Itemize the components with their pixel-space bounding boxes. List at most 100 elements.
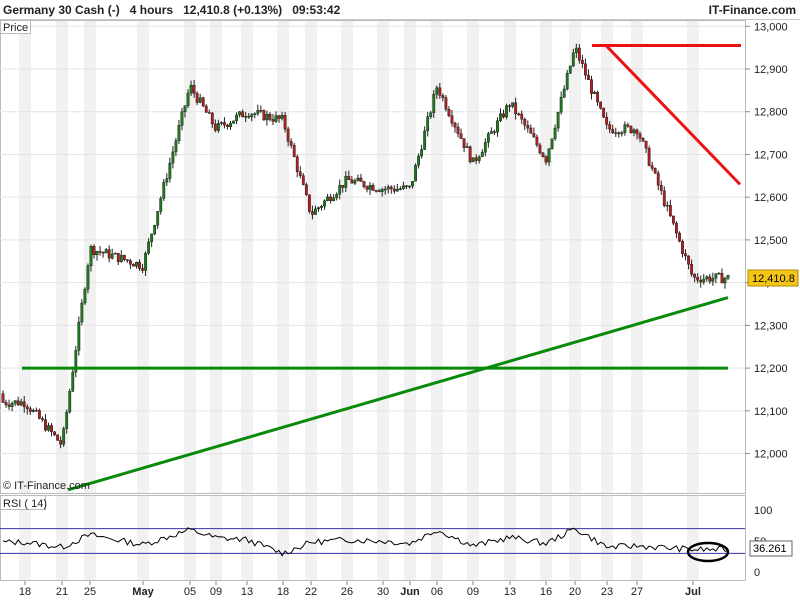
candle — [253, 112, 257, 119]
candle — [4, 399, 8, 408]
candle — [605, 112, 609, 130]
candle — [41, 416, 44, 422]
candle — [138, 259, 141, 271]
candle — [301, 173, 305, 186]
candle — [723, 276, 727, 289]
x-tick-label: 21 — [56, 586, 68, 598]
candle — [317, 206, 320, 212]
candle — [635, 128, 639, 140]
grid-stripe — [687, 496, 699, 580]
candle — [344, 171, 348, 193]
chart-header: Germany 30 Cash (-) 4 hours 12,410.8 (+0… — [0, 0, 800, 20]
candle — [374, 189, 378, 193]
candle — [226, 124, 229, 130]
candle — [16, 396, 20, 406]
x-tick-label: 30 — [377, 586, 389, 598]
grid-stripe — [467, 496, 479, 580]
candle — [244, 111, 248, 123]
candle — [486, 131, 490, 148]
candle — [1, 390, 5, 404]
x-tick-label: 05 — [184, 586, 196, 598]
candle — [150, 233, 154, 248]
candle — [383, 185, 387, 195]
grid-stripe — [540, 21, 552, 493]
candle — [632, 128, 636, 137]
rsi-tick-label: 0 — [754, 567, 760, 579]
price-label-box — [0, 20, 31, 34]
candle — [671, 215, 675, 226]
rsi-panel-label: RSI ( 14) — [3, 498, 47, 510]
candle — [590, 75, 593, 100]
candle — [541, 151, 545, 158]
price-tick-label: 12,200 — [754, 363, 788, 375]
candle — [523, 117, 527, 131]
grid-stripe — [404, 496, 416, 580]
candle — [477, 155, 481, 164]
rsi-panel — [0, 495, 746, 581]
grid-stripe — [601, 21, 613, 493]
candle — [398, 186, 402, 191]
candle — [238, 111, 242, 118]
candle — [13, 400, 17, 407]
watermark: © IT-Finance.com — [3, 480, 90, 492]
candle — [408, 185, 411, 189]
candle — [28, 406, 32, 415]
grid-stripe — [431, 496, 443, 580]
price-tick-label: 12,000 — [754, 449, 788, 461]
grid-stripe — [540, 496, 552, 580]
candle — [508, 103, 511, 112]
candle — [241, 109, 245, 118]
x-tick-label: 16 — [540, 586, 552, 598]
x-tick-label: May — [132, 586, 154, 598]
candle — [350, 176, 354, 184]
x-tick-label: 06 — [431, 586, 443, 598]
candle — [271, 113, 275, 126]
candle — [480, 149, 484, 157]
candle — [584, 58, 587, 80]
price-panel-label: Price — [3, 22, 28, 34]
grid-stripe — [241, 496, 253, 580]
grid-stripe — [601, 496, 613, 580]
candle — [116, 253, 120, 266]
candle — [574, 43, 578, 58]
candle — [684, 249, 687, 261]
candle — [626, 122, 630, 128]
candle — [216, 119, 220, 133]
candle — [474, 154, 478, 165]
candle — [511, 102, 515, 109]
candle — [696, 273, 700, 284]
candle — [314, 205, 317, 215]
price-tick-label: 12,800 — [754, 107, 788, 119]
candle — [535, 134, 539, 148]
candle — [183, 105, 187, 118]
candle — [489, 127, 493, 134]
candle — [678, 231, 681, 243]
grid-stripe — [277, 496, 289, 580]
candle — [483, 138, 487, 157]
candle — [656, 170, 660, 191]
candle — [207, 109, 211, 114]
candle — [462, 138, 466, 153]
candle — [717, 272, 721, 275]
price-change: (+0.13%) — [233, 3, 283, 17]
candle — [599, 101, 602, 110]
candle — [708, 273, 712, 284]
candle — [156, 211, 160, 229]
candle — [389, 185, 393, 194]
candle — [371, 183, 375, 191]
candle — [204, 104, 208, 113]
last-price-tag: 12,410.8 — [747, 269, 799, 287]
candle — [341, 185, 345, 193]
grid-stripe — [504, 21, 516, 493]
candle — [168, 157, 172, 183]
candle — [547, 148, 551, 167]
candle — [432, 90, 436, 118]
candle — [638, 131, 642, 143]
candle — [250, 113, 254, 122]
candle — [74, 345, 78, 378]
candle — [332, 194, 336, 202]
candle — [125, 259, 129, 263]
candle — [235, 112, 238, 125]
candle — [559, 91, 563, 115]
